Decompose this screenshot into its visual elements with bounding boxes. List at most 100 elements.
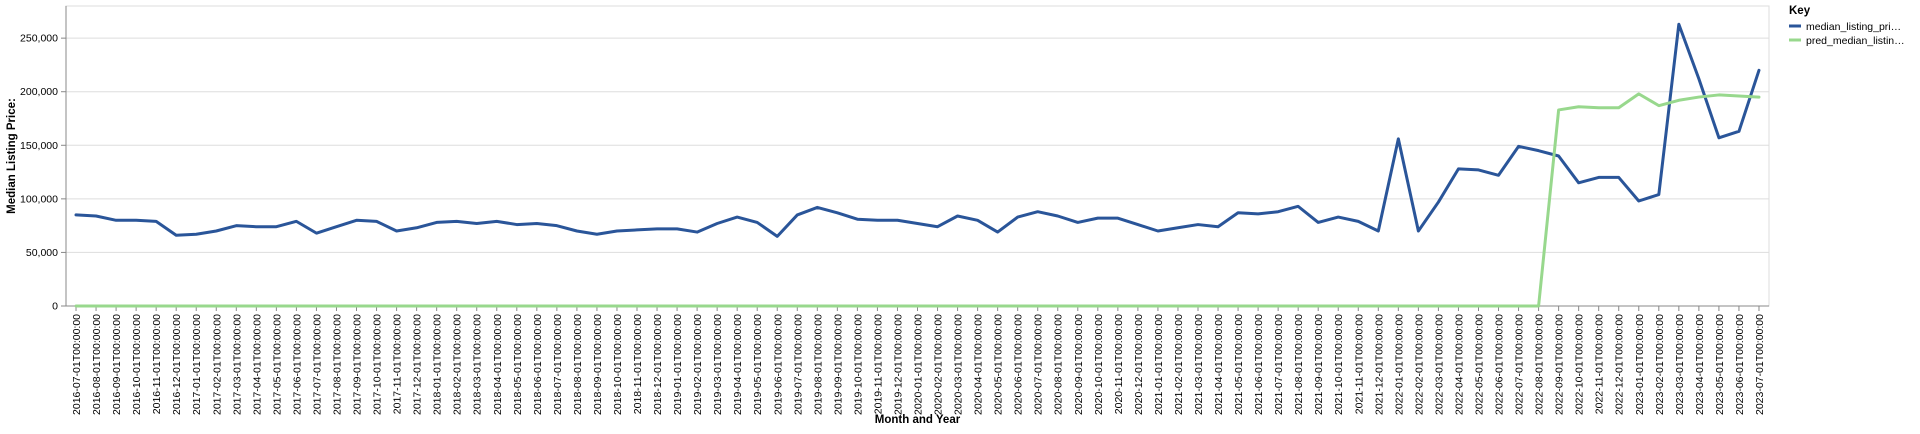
x-tick-label: 2018-02-01T00:00:00 bbox=[452, 314, 464, 415]
x-tick-label: 2018-04-01T00:00:00 bbox=[492, 314, 504, 415]
x-tick-label: 2016-12-01T00:00:00 bbox=[171, 314, 183, 415]
x-tick-label: 2021-12-01T00:00:00 bbox=[1373, 314, 1385, 415]
x-tick-label: 2020-11-01T00:00:00 bbox=[1113, 314, 1125, 414]
legend-label: pred_median_listin… bbox=[1806, 35, 1905, 47]
x-tick-label: 2022-02-01T00:00:00 bbox=[1413, 314, 1425, 415]
x-tick-label: 2022-01-01T00:00:00 bbox=[1393, 314, 1405, 415]
x-tick-label: 2017-10-01T00:00:00 bbox=[372, 314, 384, 415]
x-tick-label: 2019-06-01T00:00:00 bbox=[772, 314, 784, 415]
x-tick-label: 2021-01-01T00:00:00 bbox=[1153, 314, 1165, 415]
x-tick-label: 2016-11-01T00:00:00 bbox=[151, 314, 163, 414]
x-tick-label: 2022-10-01T00:00:00 bbox=[1574, 314, 1586, 415]
x-tick-label: 2023-01-01T00:00:00 bbox=[1634, 314, 1646, 415]
x-tick-label: 2020-04-01T00:00:00 bbox=[973, 314, 985, 415]
x-tick-label: 2019-05-01T00:00:00 bbox=[752, 314, 764, 415]
x-tick-label: 2022-04-01T00:00:00 bbox=[1453, 314, 1465, 415]
x-tick-label: 2018-01-01T00:00:00 bbox=[432, 314, 444, 415]
x-tick-label: 2017-12-01T00:00:00 bbox=[412, 314, 424, 415]
x-tick-label: 2022-03-01T00:00:00 bbox=[1433, 314, 1445, 415]
x-tick-label: 2022-05-01T00:00:00 bbox=[1473, 314, 1485, 415]
x-tick-label: 2020-06-01T00:00:00 bbox=[1013, 314, 1025, 415]
x-tick-label: 2021-07-01T00:00:00 bbox=[1273, 314, 1285, 415]
x-tick-label: 2019-12-01T00:00:00 bbox=[892, 314, 904, 415]
x-tick-label: 2019-04-01T00:00:00 bbox=[732, 314, 744, 415]
legend-title: Key bbox=[1789, 5, 1811, 17]
x-tick-label: 2017-11-01T00:00:00 bbox=[392, 314, 404, 414]
x-tick-label: 2021-05-01T00:00:00 bbox=[1233, 314, 1245, 415]
x-tick-label: 2019-07-01T00:00:00 bbox=[792, 314, 804, 415]
y-axis: 0 50,000 100,000 150,000 200,000 250,000 bbox=[20, 6, 67, 313]
x-tick-label: 2017-07-01T00:00:00 bbox=[311, 314, 323, 415]
x-tick-label: 2020-05-01T00:00:00 bbox=[993, 314, 1005, 415]
x-tick-label: 2023-04-01T00:00:00 bbox=[1694, 314, 1706, 415]
x-tick-label: 2021-06-01T00:00:00 bbox=[1253, 314, 1265, 415]
x-tick-label: 2019-02-01T00:00:00 bbox=[692, 314, 704, 415]
x-tick-label: 2022-07-01T00:00:00 bbox=[1514, 314, 1526, 415]
y-tick-label: 150,000 bbox=[20, 140, 58, 152]
x-tick-label: 2023-05-01T00:00:00 bbox=[1714, 314, 1726, 415]
x-tick-label: 2019-01-01T00:00:00 bbox=[672, 314, 684, 415]
x-tick-label: 2017-02-01T00:00:00 bbox=[211, 314, 223, 415]
x-tick-label: 2020-01-01T00:00:00 bbox=[913, 314, 925, 415]
x-tick-label: 2023-02-01T00:00:00 bbox=[1654, 314, 1666, 415]
x-tick-label: 2018-08-01T00:00:00 bbox=[572, 314, 584, 415]
x-tick-label: 2016-09-01T00:00:00 bbox=[111, 314, 123, 415]
x-tick-label: 2018-05-01T00:00:00 bbox=[512, 314, 524, 415]
x-tick-label: 2021-04-01T00:00:00 bbox=[1213, 314, 1225, 415]
gridlines bbox=[66, 37, 1769, 307]
x-tick-label: 2018-12-01T00:00:00 bbox=[652, 314, 664, 415]
legend-label: median_listing_pri… bbox=[1806, 21, 1901, 33]
x-tick-label: 2023-03-01T00:00:00 bbox=[1674, 314, 1686, 415]
x-tick-label: 2022-11-01T00:00:00 bbox=[1594, 314, 1606, 414]
x-tick-label: 2020-03-01T00:00:00 bbox=[953, 314, 965, 415]
x-tick-label: 2021-08-01T00:00:00 bbox=[1293, 314, 1305, 415]
x-tick-label: 2018-06-01T00:00:00 bbox=[532, 314, 544, 415]
x-tick-label: 2020-09-01T00:00:00 bbox=[1073, 314, 1085, 415]
x-tick-label: 2021-10-01T00:00:00 bbox=[1333, 314, 1345, 415]
x-tick-label: 2019-08-01T00:00:00 bbox=[812, 314, 824, 415]
x-tick-label: 2019-11-01T00:00:00 bbox=[872, 314, 884, 414]
y-tick-label: 200,000 bbox=[20, 86, 58, 98]
x-tick-label: 2016-08-01T00:00:00 bbox=[91, 314, 103, 415]
series-lines bbox=[74, 22, 1761, 308]
x-tick-label: 2020-12-01T00:00:00 bbox=[1133, 314, 1145, 415]
x-tick-label: 2019-03-01T00:00:00 bbox=[712, 314, 724, 415]
y-axis-title: Median Listing Price: bbox=[6, 98, 18, 214]
x-tick-label: 2020-10-01T00:00:00 bbox=[1093, 314, 1105, 415]
x-tick-label: 2022-08-01T00:00:00 bbox=[1534, 314, 1546, 415]
x-tick-label: 2018-09-01T00:00:00 bbox=[592, 314, 604, 415]
y-tick-label: 0 bbox=[52, 301, 58, 313]
x-axis-title: Month and Year bbox=[875, 414, 961, 426]
series-line-1 bbox=[74, 22, 1761, 238]
x-tick-label: 2021-02-01T00:00:00 bbox=[1173, 314, 1185, 415]
x-tick-label: 2021-03-01T00:00:00 bbox=[1193, 314, 1205, 415]
x-tick-label: 2017-01-01T00:00:00 bbox=[191, 314, 203, 415]
x-axis: 2016-07-01T00:00:00 2016-08-01T00:00:00 20… bbox=[66, 305, 1769, 415]
x-tick-label: 2017-04-01T00:00:00 bbox=[251, 314, 263, 415]
x-tick-label: 2018-03-01T00:00:00 bbox=[472, 314, 484, 415]
x-tick-label: 2017-06-01T00:00:00 bbox=[291, 314, 303, 415]
x-tick-label: 2020-07-01T00:00:00 bbox=[1033, 314, 1045, 415]
legend: Key median_listing_pri… pred_median_listi… bbox=[1789, 5, 1905, 47]
x-tick-label: 2022-06-01T00:00:00 bbox=[1494, 314, 1506, 415]
x-tick-label: 2017-09-01T00:00:00 bbox=[352, 314, 364, 415]
x-tick-label: 2017-05-01T00:00:00 bbox=[271, 314, 283, 415]
x-tick-label: 2020-08-01T00:00:00 bbox=[1053, 314, 1065, 415]
x-tick-label: 2016-07-01T00:00:00 bbox=[71, 314, 83, 415]
y-tick-label: 50,000 bbox=[26, 247, 58, 259]
legend-entries: median_listing_pri… pred_median_listin… bbox=[1789, 21, 1905, 47]
x-tick-label: 2022-09-01T00:00:00 bbox=[1554, 314, 1566, 415]
x-tick-label: 2021-11-01T00:00:00 bbox=[1353, 314, 1365, 414]
x-tick-label: 2019-10-01T00:00:00 bbox=[852, 314, 864, 415]
x-tick-label: 2018-10-01T00:00:00 bbox=[612, 314, 624, 415]
x-tick-label: 2022-12-01T00:00:00 bbox=[1614, 314, 1626, 415]
y-tick-label: 100,000 bbox=[20, 193, 58, 205]
x-tick-label: 2023-07-01T00:00:00 bbox=[1754, 314, 1766, 415]
x-tick-label: 2018-07-01T00:00:00 bbox=[552, 314, 564, 415]
x-tick-label: 2018-11-01T00:00:00 bbox=[632, 314, 644, 414]
x-tick-label: 2019-09-01T00:00:00 bbox=[832, 314, 844, 415]
x-tick-label: 2023-06-01T00:00:00 bbox=[1734, 314, 1746, 415]
x-tick-label: 2020-02-01T00:00:00 bbox=[933, 314, 945, 415]
